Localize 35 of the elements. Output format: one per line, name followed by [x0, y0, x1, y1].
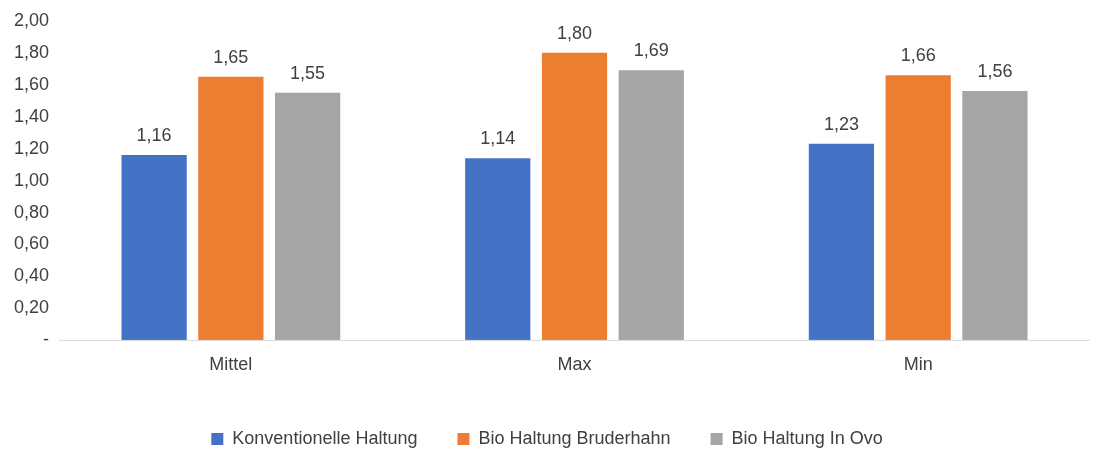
bar	[541, 52, 608, 341]
data-label: 1,69	[633, 40, 669, 61]
legend-label: Konventionelle Haltung	[232, 427, 418, 448]
data-label: 1,65	[213, 46, 249, 67]
bar	[465, 158, 531, 341]
y-tick-label: 1,00	[13, 169, 50, 190]
data-label: 1,14	[480, 128, 516, 149]
bar	[274, 92, 341, 341]
y-tick-label: 0,80	[13, 201, 50, 222]
y-tick-label: 1,20	[13, 137, 50, 158]
y-tick-label: 2,00	[13, 9, 50, 30]
data-label: 1,16	[136, 125, 172, 145]
y-tick-label: -	[43, 329, 50, 350]
data-label: 1,66	[900, 45, 936, 66]
y-tick-label: 1,80	[13, 41, 50, 62]
bar	[885, 75, 951, 341]
bar	[808, 143, 875, 341]
y-tick-label: 1,40	[13, 105, 50, 126]
bar	[198, 76, 264, 341]
y-tick-label: 1,60	[13, 73, 50, 94]
x-tick-label: Max	[557, 354, 592, 375]
y-tick-label: 0,40	[13, 265, 50, 286]
y-tick-label: 0,20	[13, 297, 50, 318]
x-tick-label: Mittel	[209, 354, 253, 375]
data-label: 1,80	[556, 22, 593, 43]
data-label: 1,56	[977, 61, 1013, 82]
bar	[618, 70, 684, 341]
data-label: 1,55	[290, 62, 326, 83]
bar	[962, 91, 1028, 341]
x-tick-label: Min	[903, 354, 933, 375]
legend-label: Bio Haltung Bruderhahn	[478, 427, 671, 448]
y-tick-label: 0,60	[13, 233, 50, 254]
data-label: 1,23	[823, 113, 859, 134]
legend-label: Bio Haltung In Ovo	[731, 427, 883, 448]
bar	[121, 155, 187, 341]
